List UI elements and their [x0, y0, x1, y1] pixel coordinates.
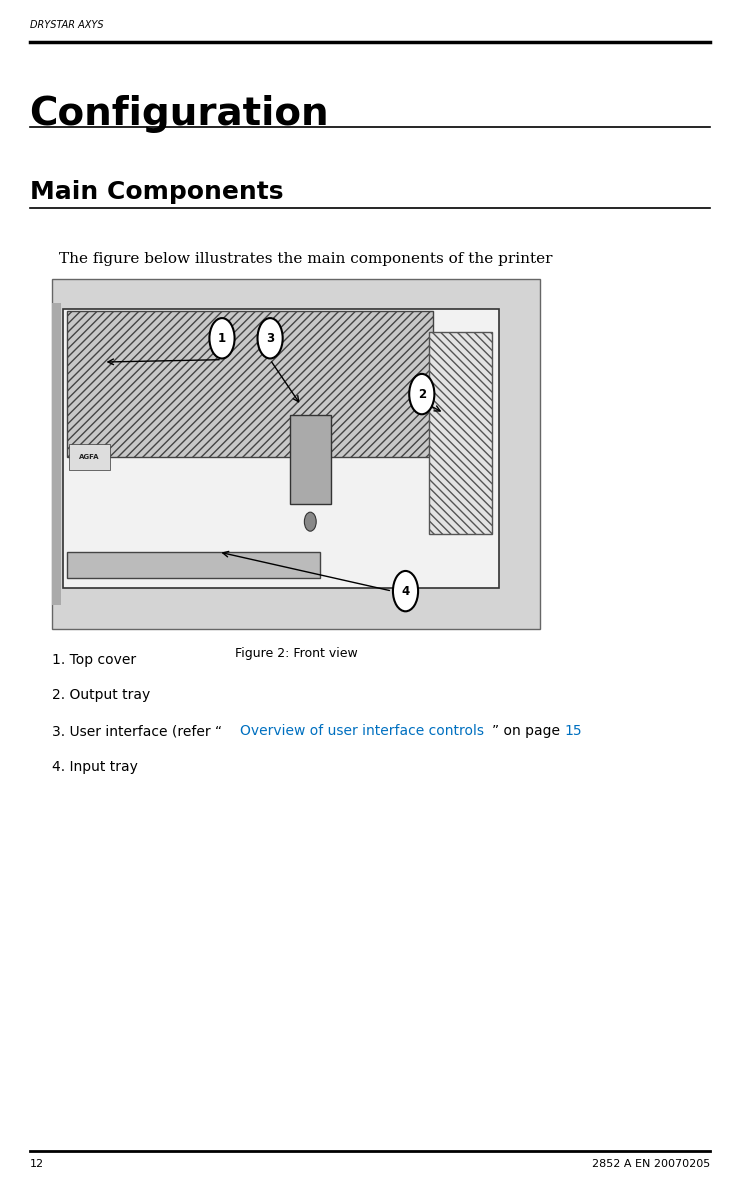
FancyBboxPatch shape	[67, 311, 433, 457]
Text: Main Components: Main Components	[30, 180, 283, 204]
Text: 4: 4	[401, 585, 410, 597]
FancyBboxPatch shape	[52, 303, 61, 605]
Text: The figure below illustrates the main components of the printer: The figure below illustrates the main co…	[59, 252, 553, 266]
Text: 3. User interface (refer “: 3. User interface (refer “	[52, 724, 222, 738]
Text: 1. Top cover: 1. Top cover	[52, 653, 136, 667]
Circle shape	[209, 318, 235, 358]
Circle shape	[409, 374, 434, 414]
FancyBboxPatch shape	[67, 552, 320, 578]
Text: 15: 15	[565, 724, 582, 738]
FancyBboxPatch shape	[290, 415, 331, 503]
Text: 1: 1	[218, 332, 226, 344]
FancyBboxPatch shape	[63, 309, 500, 588]
Text: 2: 2	[418, 388, 426, 400]
Text: 3: 3	[266, 332, 274, 344]
FancyBboxPatch shape	[52, 279, 540, 629]
Circle shape	[393, 571, 418, 611]
Text: Overview of user interface controls: Overview of user interface controls	[240, 724, 483, 738]
Text: 2. Output tray: 2. Output tray	[52, 688, 150, 703]
Circle shape	[258, 318, 283, 358]
Text: 2852 A EN 20070205: 2852 A EN 20070205	[592, 1159, 710, 1168]
Text: 4. Input tray: 4. Input tray	[52, 760, 138, 774]
FancyBboxPatch shape	[429, 332, 492, 534]
Text: DRYSTAR AXYS: DRYSTAR AXYS	[30, 20, 103, 30]
Circle shape	[304, 513, 316, 532]
Text: AGFA: AGFA	[79, 455, 99, 461]
FancyBboxPatch shape	[69, 444, 110, 470]
Text: 12: 12	[30, 1159, 44, 1168]
Text: ” on page: ” on page	[492, 724, 565, 738]
Text: Figure 2: Front view: Figure 2: Front view	[235, 647, 357, 660]
Text: Configuration: Configuration	[30, 95, 329, 133]
